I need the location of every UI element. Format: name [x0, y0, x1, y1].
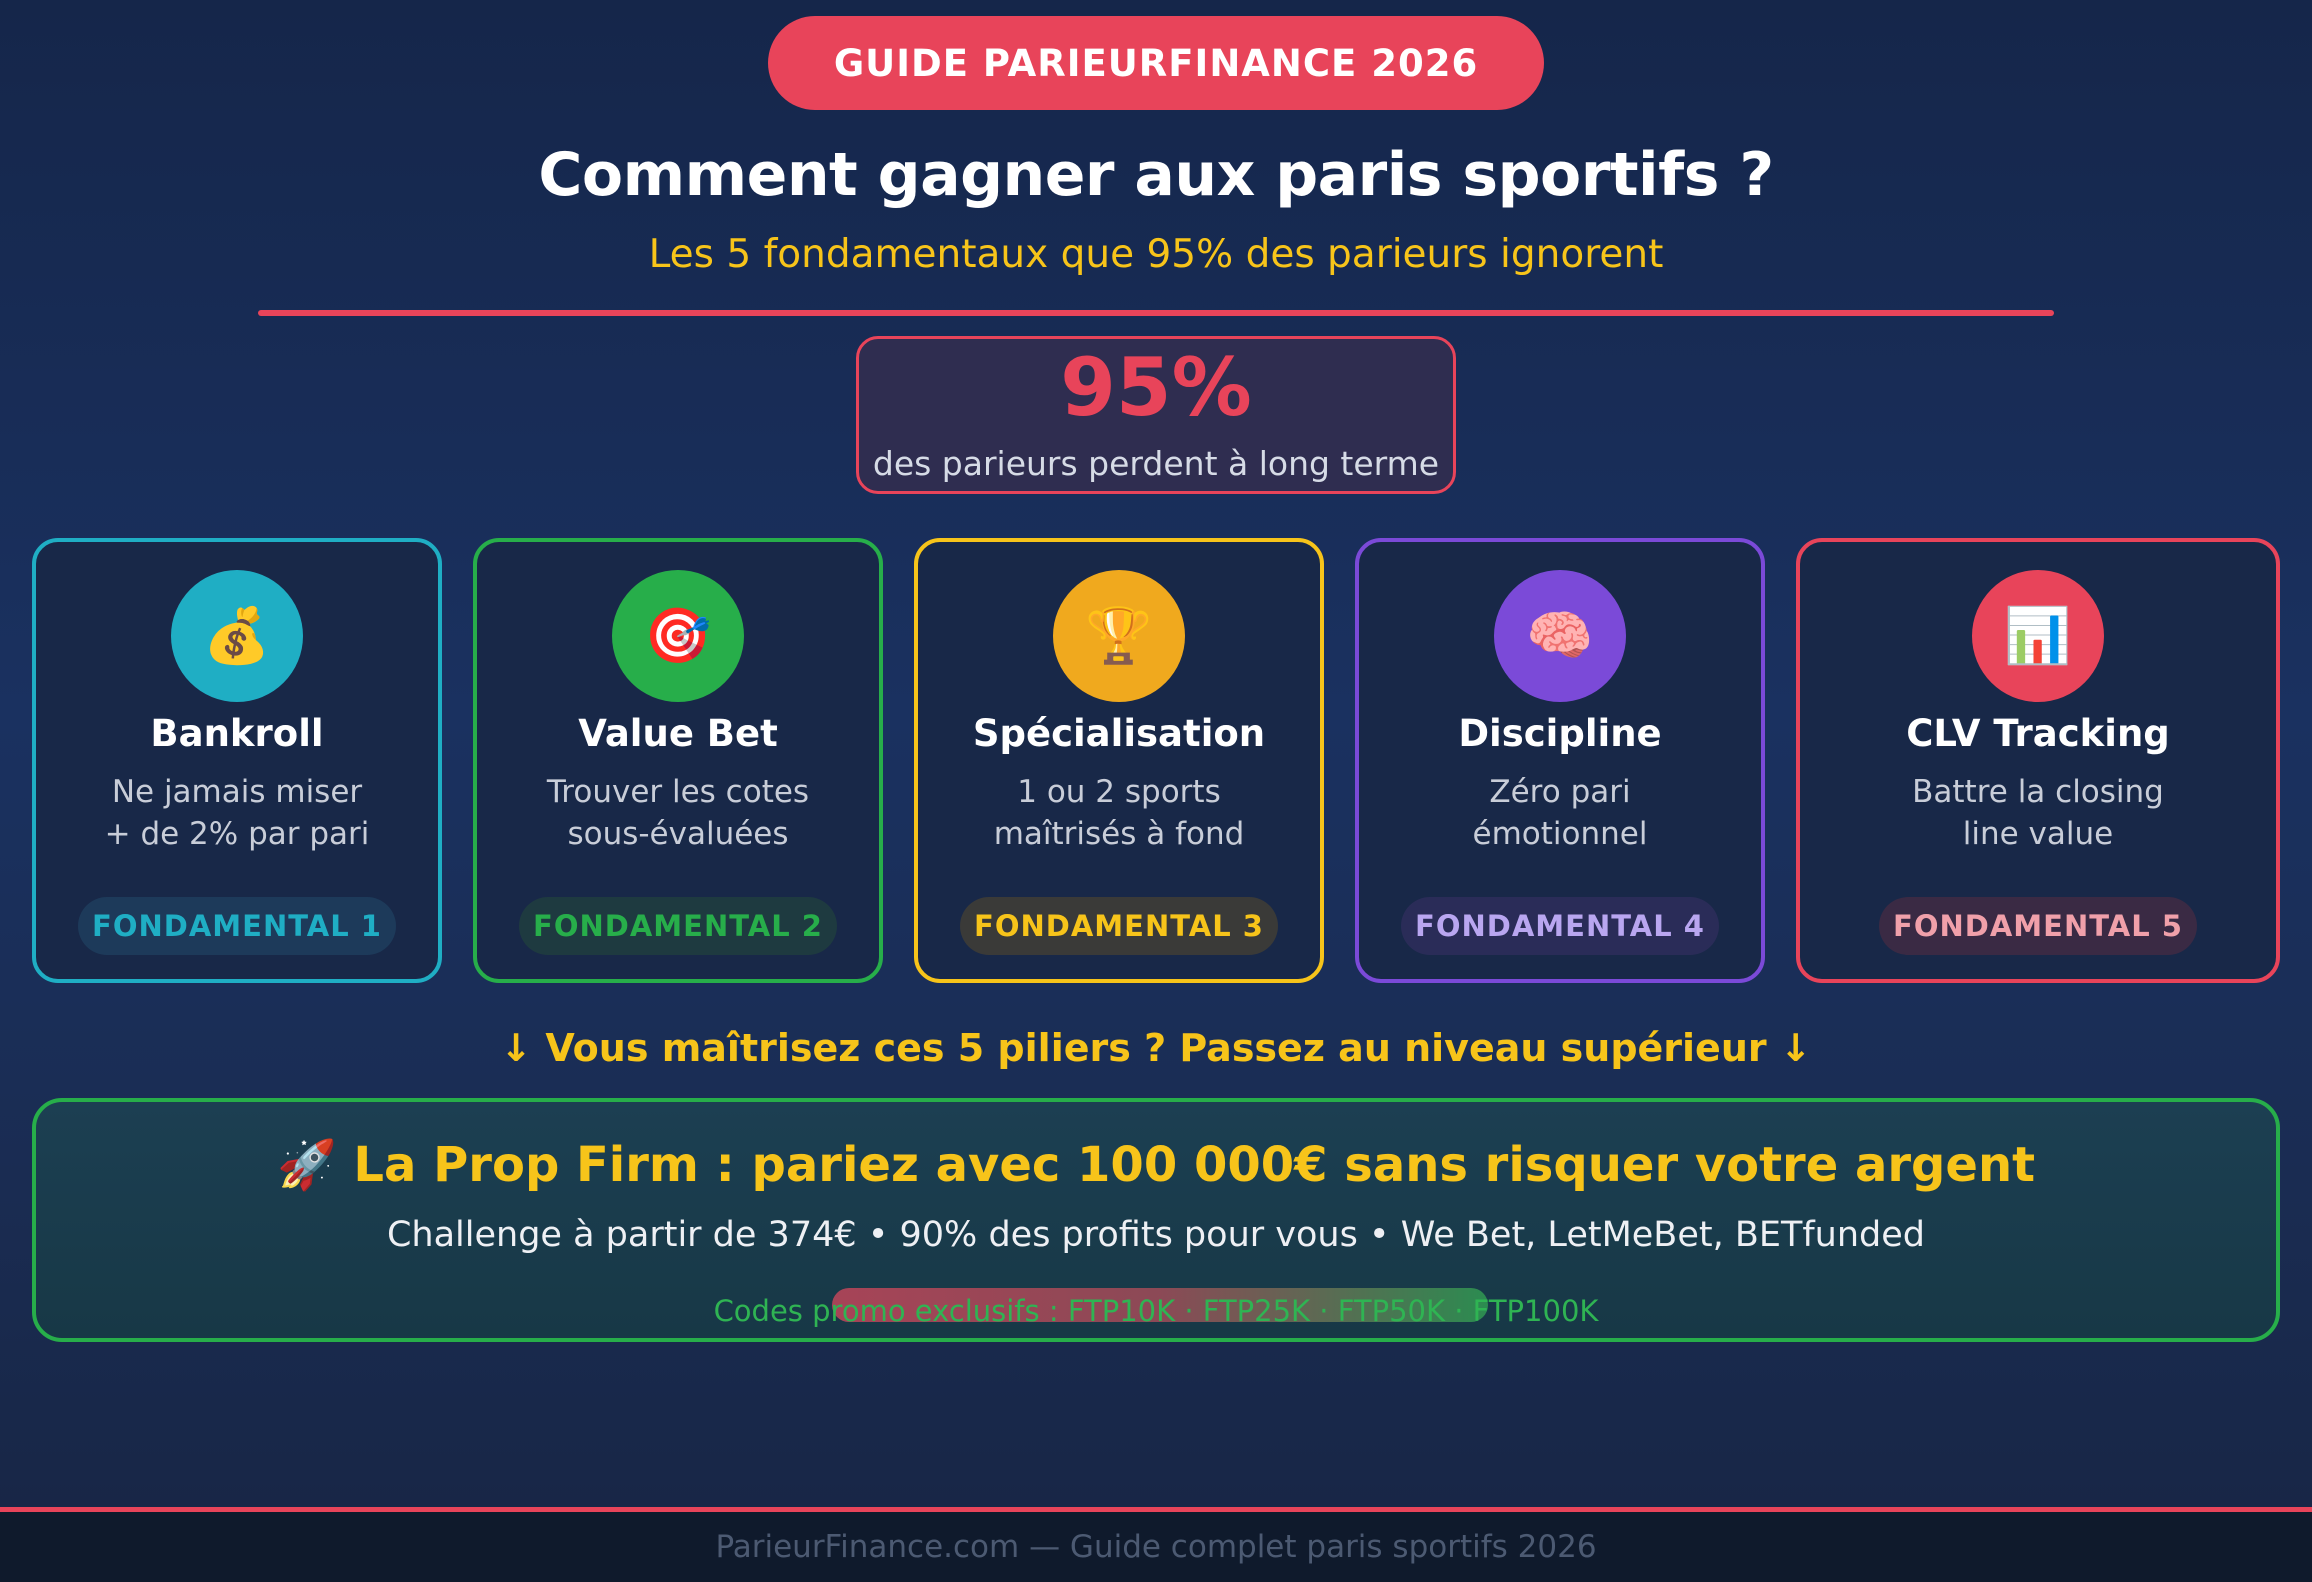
card-bankroll: 💰 Bankroll Ne jamais miser + de 2% par pa…: [32, 538, 442, 983]
stat-value: 95%: [1060, 341, 1252, 434]
card-title: Discipline: [1458, 712, 1662, 755]
card-specialisation: 🏆 Spécialisation 1 ou 2 sports maîtrisés …: [914, 538, 1324, 983]
cta-subtitle: Challenge à partir de 374€ • 90% des pro…: [386, 1215, 1925, 1255]
card-title: Spécialisation: [972, 712, 1266, 755]
card-discipline: 🧠 Discipline Zéro pari émotionnel FONDAME…: [1355, 538, 1765, 983]
card-title: Bankroll: [150, 712, 324, 755]
stat-box: 95% des parieurs perdent à long terme: [856, 336, 1456, 494]
cta-arrow-text: ↓ Vous maîtrisez ces 5 piliers ? Passez …: [500, 1026, 1812, 1070]
card-description: Battre la closing line value: [1912, 774, 2164, 852]
bar-chart-icon: 📊: [1972, 570, 2104, 702]
money-bag-icon: 💰: [171, 570, 303, 702]
prop-firm-cta[interactable]: 🚀 La Prop Firm : pariez avec 100 000€ sa…: [32, 1098, 2280, 1342]
trophy-icon: 🏆: [1053, 570, 1185, 702]
card-title: CLV Tracking: [1906, 712, 2170, 755]
card-title: Value Bet: [578, 712, 778, 755]
brain-icon: 🧠: [1494, 570, 1626, 702]
card-description: Trouver les cotes sous-évaluées: [546, 774, 810, 852]
page-title: Comment gagner aux paris sportifs ?: [538, 140, 1774, 210]
page-subtitle: Les 5 fondamentaux que 95% des parieurs …: [648, 232, 1664, 277]
guide-badge: GUIDE PARIEURFINANCE 2026: [768, 16, 1544, 110]
card-tag: FONDAMENTAL 3: [960, 897, 1278, 955]
card-tag: FONDAMENTAL 2: [519, 897, 837, 955]
promo-highlight-bar: [832, 1288, 1488, 1322]
footer-divider: [0, 1507, 2312, 1512]
stat-label: des parieurs perdent à long terme: [872, 444, 1440, 483]
card-tag: FONDAMENTAL 1: [78, 897, 396, 955]
footer-text: ParieurFinance.com — Guide complet paris…: [0, 1512, 2312, 1582]
card-tag: FONDAMENTAL 5: [1879, 897, 2197, 955]
card-description: 1 ou 2 sports maîtrisés à fond: [993, 774, 1245, 852]
card-value-bet: 🎯 Value Bet Trouver les cotes sous-évalué…: [473, 538, 883, 983]
cta-title-text: La Prop Firm : pariez avec 100 000€ sans…: [353, 1137, 2036, 1193]
card-clv-tracking: 📊 CLV Tracking Battre la closing line val…: [1796, 538, 2280, 983]
cta-title[interactable]: 🚀 La Prop Firm : pariez avec 100 000€ sa…: [36, 1136, 2276, 1193]
rocket-icon: 🚀: [276, 1137, 337, 1193]
header-divider: [258, 310, 2054, 316]
card-description: Zéro pari émotionnel: [1472, 774, 1648, 852]
card-description: Ne jamais miser + de 2% par pari: [104, 774, 370, 852]
target-icon: 🎯: [612, 570, 744, 702]
card-tag: FONDAMENTAL 4: [1401, 897, 1719, 955]
promo-codes: Codes promo exclusifs : FTP10K · FTP25K …: [713, 1294, 1599, 1328]
